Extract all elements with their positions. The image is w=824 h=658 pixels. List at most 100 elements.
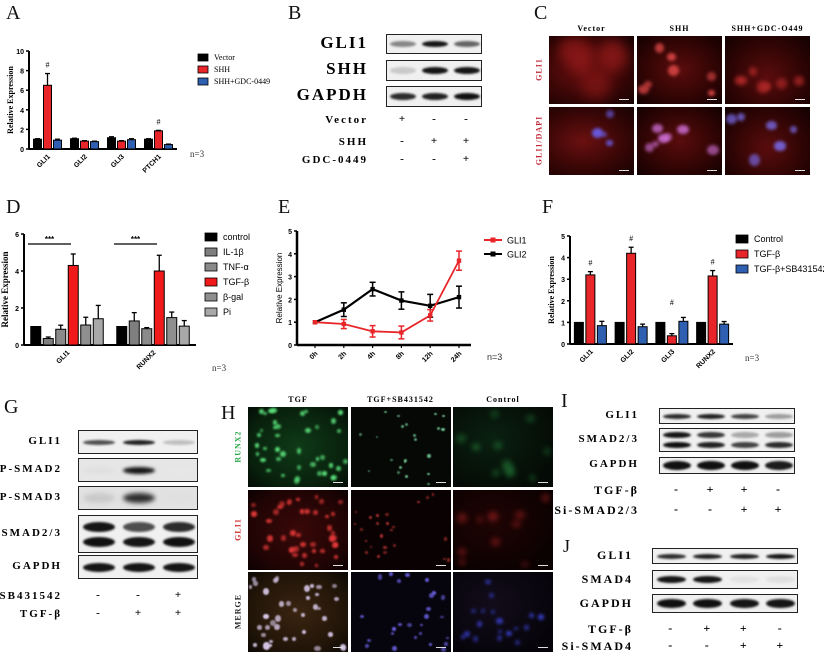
minus-sign: - [464, 113, 468, 125]
bar [153, 270, 165, 346]
protein-band [729, 599, 759, 608]
minus-sign: - [400, 153, 404, 165]
column-label: SHH [669, 24, 690, 33]
legend-label: Vector [214, 53, 235, 62]
legend-marker [490, 237, 496, 243]
panel-b: B GLI1 SHH GAPDH Vector + - - SHH - + + GDC-0449 - - + [280, 0, 530, 190]
protein-band [422, 67, 448, 74]
blot-strip [652, 594, 798, 613]
scale-bar [435, 564, 446, 566]
y-tick-label: 3 [288, 275, 292, 282]
x-tick-label: PTCH1 [142, 153, 163, 174]
legend-swatch [197, 77, 209, 86]
y-tick-label: 4 [20, 108, 24, 115]
scale-bar [333, 564, 343, 566]
legend-swatch [197, 53, 209, 62]
data-point [312, 320, 318, 325]
y-tick-label: 6 [15, 232, 19, 239]
protein-band [83, 536, 115, 547]
legend-label: TGF-β+SB431542 [754, 264, 824, 274]
protein-band [656, 553, 686, 559]
fluorescence-image [350, 489, 451, 570]
protein-band [422, 93, 448, 100]
x-tick-label: GLI1 [36, 153, 52, 169]
minus-sign: - [136, 589, 140, 601]
minus-sign: - [432, 153, 436, 165]
x-tick-label: GLI3 [110, 153, 126, 169]
chart-d: 0 2 4 6 Relative Expression GLI1 RUNX2 *** *** co… [0, 232, 250, 371]
bar [92, 318, 104, 346]
scale-bar [707, 170, 717, 171]
protein-band [390, 67, 416, 74]
condition-label: TGF-β [588, 622, 633, 636]
y-tick-label: 2 [288, 297, 292, 304]
bar [164, 144, 173, 150]
data-point [428, 303, 433, 308]
bar [141, 328, 153, 346]
blot-row-label: GLI1 [320, 32, 368, 52]
legend-label: β-gal [223, 292, 243, 302]
panel-h: H TGF TGF+SB431542 Control RUNX2 GLI1 MERGE [215, 390, 555, 658]
n-label: n=3 [212, 363, 227, 373]
fluorescence-image [453, 407, 553, 487]
bar [585, 274, 596, 345]
x-tick-label: GLI2 [620, 348, 636, 364]
chart-e: 0 1 2 3 4 5 Relative Expression 0h 2h 4h 8h 12h 24h G… [275, 229, 527, 364]
panel-label: I [561, 390, 568, 412]
panel-label: J [563, 536, 571, 556]
bar [42, 338, 54, 346]
blot-strip [386, 60, 482, 81]
x-tick-label: 8h [395, 350, 406, 361]
blot-row-label: GLI1 [28, 434, 62, 447]
scale-bar [795, 99, 805, 100]
legend-label: TNF-α [223, 262, 249, 272]
column-label: Vector [577, 24, 606, 33]
plus-sign: + [174, 589, 182, 601]
protein-band [765, 413, 793, 419]
scale-bar [333, 482, 343, 483]
protein-band [697, 461, 725, 470]
bar [719, 323, 730, 345]
column-label: Control [486, 395, 520, 404]
bar [614, 321, 625, 345]
scale-bar [538, 647, 548, 648]
data-point [370, 329, 375, 334]
minus-sign: - [668, 621, 673, 635]
blot-row-label: GAPDH [296, 85, 368, 105]
plus-sign: + [740, 502, 748, 516]
legend-label: Pi [223, 307, 231, 317]
significance-marker: # [157, 117, 161, 126]
y-tick-label: 3 [561, 277, 565, 284]
significance-marker: # [629, 234, 633, 243]
significance-marker: *** [45, 235, 55, 244]
blot-strip [659, 457, 795, 474]
protein-band [663, 413, 691, 419]
condition-label: GDC-0449 [301, 154, 368, 166]
panel-label: A [6, 2, 21, 24]
n-label: n=3 [745, 353, 760, 363]
series-line [314, 260, 460, 334]
y-axis-label: Relative Expression [547, 256, 556, 324]
legend-swatch [204, 307, 218, 317]
bar [707, 275, 718, 345]
y-tick-label: 8 [20, 69, 24, 76]
x-tick-label: 2h [337, 350, 348, 361]
protein-band [454, 67, 480, 74]
bar [67, 264, 79, 346]
panel-e: E 0 1 2 3 4 5 Relative Expression 0h 2h 4h 8h 12h 24… [270, 190, 540, 390]
bar [596, 325, 607, 345]
blot-row-label: SMAD2/3 [1, 526, 62, 539]
protein-band [693, 576, 723, 583]
scale-bar [435, 647, 446, 648]
protein-band [697, 413, 725, 419]
minus-sign: - [668, 638, 673, 652]
minus-sign: - [708, 502, 712, 516]
protein-band [765, 461, 793, 470]
protein-band [663, 432, 691, 439]
panel-f: F 0 1 2 3 4 5 Relative Expression GLI1 GLI2 GLI3 R… [540, 190, 824, 390]
x-tick-label: RUNX2 [136, 349, 158, 371]
column-label: SHH+GDC-O449 [731, 24, 804, 33]
protein-band [731, 441, 759, 448]
y-axis-label: Relative Expression [275, 253, 284, 324]
fluorescence-image [725, 36, 810, 104]
